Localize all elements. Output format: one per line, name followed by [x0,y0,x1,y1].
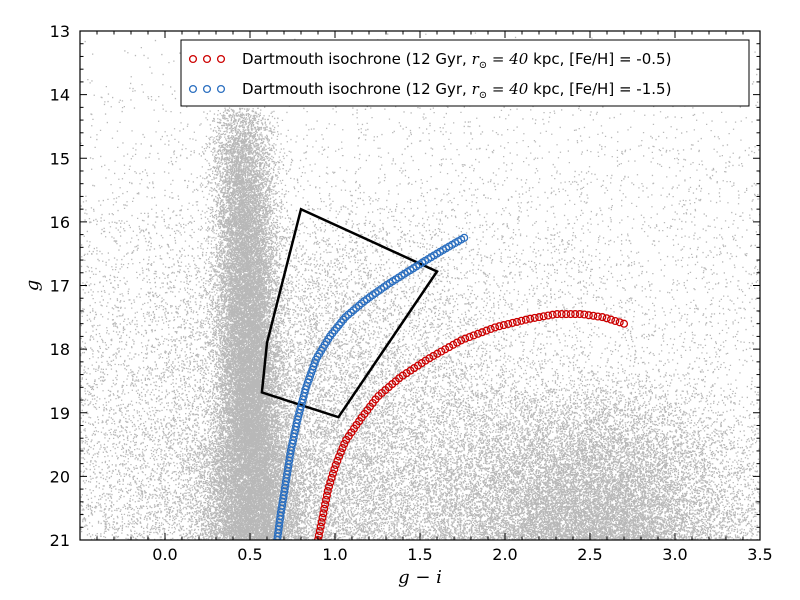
y-tick-label: 16 [50,213,70,232]
x-tick-label: 2.5 [577,545,602,564]
x-tick-label: 3.5 [747,545,772,564]
x-tick-label: 0.0 [152,545,177,564]
legend: Dartmouth isochrone (12 Gyr, r⊙ = 40 kpc… [181,40,749,106]
x-tick-label: 3.0 [662,545,687,564]
y-tick-label: 20 [50,467,70,486]
y-tick-label: 19 [50,404,70,423]
legend-entry: Dartmouth isochrone (12 Gyr, r⊙ = 40 kpc… [190,80,672,101]
y-tick-label: 15 [50,149,70,168]
legend-label: Dartmouth isochrone (12 Gyr, r⊙ = 40 kpc… [242,50,671,71]
legend-entry: Dartmouth isochrone (12 Gyr, r⊙ = 40 kpc… [190,50,672,71]
y-tick-label: 13 [50,22,70,41]
x-tick-label: 1.5 [407,545,432,564]
y-tick-label: 18 [50,340,70,359]
x-axis-label: g − i [398,567,442,588]
y-tick-label: 17 [50,277,70,296]
x-tick-label: 2.0 [492,545,517,564]
y-tick-label: 21 [50,531,70,550]
x-tick-label: 0.5 [237,545,262,564]
x-tick-label: 1.0 [322,545,347,564]
y-tick-label: 14 [50,86,70,105]
y-axis-label: g [22,280,43,292]
legend-label: Dartmouth isochrone (12 Gyr, r⊙ = 40 kpc… [242,80,671,101]
